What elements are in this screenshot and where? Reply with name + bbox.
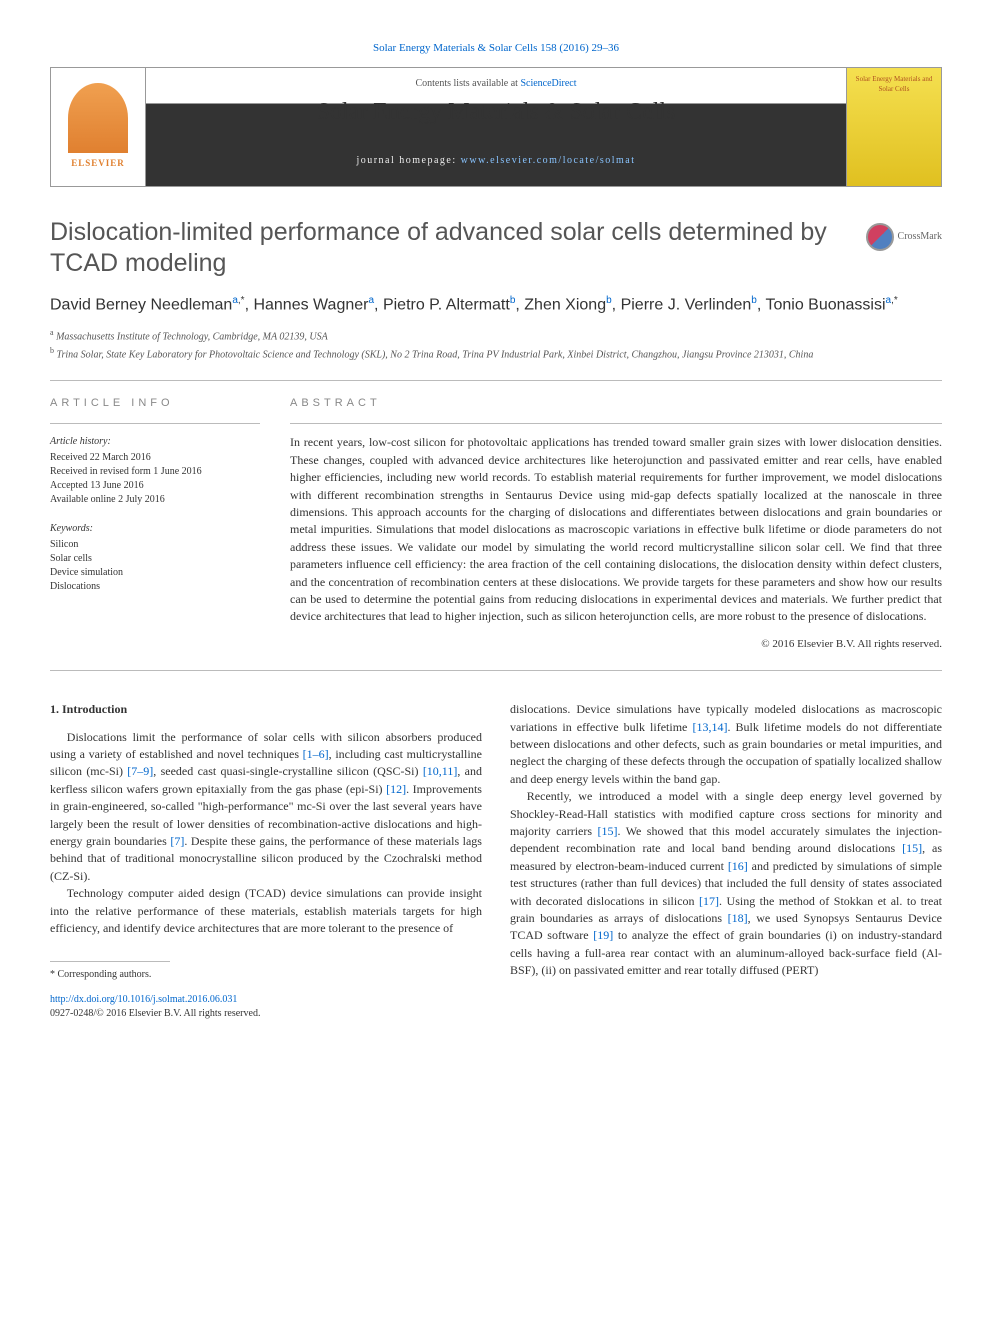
body-paragraph: dislocations. Device simulations have ty… xyxy=(510,701,942,788)
contents-text: Contents lists available at xyxy=(415,78,520,89)
author: Hannes Wagner xyxy=(253,296,368,313)
aff-text: Massachusetts Institute of Technology, C… xyxy=(56,332,328,343)
contents-line: Contents lists available at ScienceDirec… xyxy=(146,76,846,91)
author-aff: b xyxy=(751,295,757,306)
elsevier-label: ELSEVIER xyxy=(71,157,125,171)
citation-link[interactable]: [15] xyxy=(597,824,617,838)
sciencedirect-link[interactable]: ScienceDirect xyxy=(520,78,576,89)
cover-text: Solar Energy Materials and Solar Cells xyxy=(853,74,935,95)
keyword: Dislocations xyxy=(50,580,260,594)
aff-text: Trina Solar, State Key Laboratory for Ph… xyxy=(57,349,814,360)
footer: http://dx.doi.org/10.1016/j.solmat.2016.… xyxy=(50,993,482,1022)
keywords-heading: Keywords: xyxy=(50,521,260,536)
body-paragraph: Recently, we introduced a model with a s… xyxy=(510,788,942,979)
keyword: Device simulation xyxy=(50,566,260,580)
author-corr-star: ,* xyxy=(238,295,245,306)
journal-homepage-line: journal homepage: www.elsevier.com/locat… xyxy=(146,153,846,168)
author: Zhen Xiong xyxy=(524,296,606,313)
history-line: Accepted 13 June 2016 xyxy=(50,479,260,493)
affiliations: a Massachusetts Institute of Technology,… xyxy=(50,327,942,362)
citation-link[interactable]: [1–6] xyxy=(303,747,329,761)
aff-label: b xyxy=(50,346,54,355)
body-paragraph: Technology computer aided design (TCAD) … xyxy=(50,885,482,937)
citation-link[interactable]: [10,11] xyxy=(423,764,458,778)
crossmark-icon xyxy=(866,223,894,251)
citation-link[interactable]: [16] xyxy=(728,859,748,873)
author-aff: b xyxy=(510,295,516,306)
author: David Berney Needleman xyxy=(50,296,232,313)
homepage-label: journal homepage: xyxy=(356,155,460,166)
section-heading: 1. Introduction xyxy=(50,701,482,718)
article-history: Article history: Received 22 March 2016 … xyxy=(50,423,260,507)
footnote-rule xyxy=(50,961,170,962)
article-info-column: ARTICLE INFO Article history: Received 2… xyxy=(50,395,260,652)
body-paragraph: Dislocations limit the performance of so… xyxy=(50,729,482,886)
citation-link[interactable]: [7] xyxy=(170,834,184,848)
citation-link[interactable]: [15] xyxy=(902,841,922,855)
crossmark-label: CrossMark xyxy=(898,229,942,244)
affiliation: a Massachusetts Institute of Technology,… xyxy=(50,327,942,344)
citation-link[interactable]: [18] xyxy=(728,911,748,925)
history-line: Received 22 March 2016 xyxy=(50,451,260,465)
article-info-label: ARTICLE INFO xyxy=(50,395,260,412)
doi-link[interactable]: http://dx.doi.org/10.1016/j.solmat.2016.… xyxy=(50,994,237,1005)
history-heading: Article history: xyxy=(50,434,260,449)
corresponding-footnote: * Corresponding authors. xyxy=(50,968,482,983)
journal-title: Solar Energy Materials & Solar Cells xyxy=(146,94,846,130)
citation-link[interactable]: [17] xyxy=(699,894,719,908)
abstract-column: ABSTRACT In recent years, low-cost silic… xyxy=(290,395,942,652)
journal-header-banner: ELSEVIER Contents lists available at Sci… xyxy=(50,67,942,187)
affiliation: b Trina Solar, State Key Laboratory for … xyxy=(50,345,942,362)
author: Tonio Buonassisi xyxy=(765,296,885,313)
footnote-text: Corresponding authors. xyxy=(58,969,152,980)
issn-line: 0927-0248/© 2016 Elsevier B.V. All right… xyxy=(50,1008,260,1019)
elsevier-tree-icon xyxy=(68,83,128,153)
homepage-link[interactable]: www.elsevier.com/locate/solmat xyxy=(461,155,636,166)
citation-link[interactable]: [13,14] xyxy=(692,720,727,734)
history-line: Available online 2 July 2016 xyxy=(50,493,260,507)
keyword: Silicon xyxy=(50,538,260,552)
aff-label: a xyxy=(50,328,54,337)
journal-reference: Solar Energy Materials & Solar Cells 158… xyxy=(50,40,942,57)
abstract-label: ABSTRACT xyxy=(290,395,942,412)
body-text: 1. Introduction Dislocations limit the p… xyxy=(50,701,942,1022)
author: Pietro P. Altermatt xyxy=(383,296,510,313)
footnote-star: * xyxy=(50,969,55,980)
crossmark-badge[interactable]: CrossMark xyxy=(866,223,942,251)
history-line: Received in revised form 1 June 2016 xyxy=(50,465,260,479)
body-span: , seeded cast quasi-single-crystalline s… xyxy=(153,764,423,778)
abstract-copyright: © 2016 Elsevier B.V. All rights reserved… xyxy=(290,636,942,653)
abstract-text: In recent years, low-cost silicon for ph… xyxy=(290,423,942,625)
author-aff: a xyxy=(368,295,374,306)
article-title: Dislocation-limited performance of advan… xyxy=(50,217,866,280)
author-aff: b xyxy=(606,295,612,306)
author: Pierre J. Verlinden xyxy=(621,296,752,313)
authors-line: David Berney Needlemana,*, Hannes Wagner… xyxy=(50,293,942,317)
author-corr-star: ,* xyxy=(891,295,898,306)
keywords-block: Keywords: Silicon Solar cells Device sim… xyxy=(50,521,260,594)
journal-header-center: Contents lists available at ScienceDirec… xyxy=(146,68,846,186)
citation-link[interactable]: [12] xyxy=(386,782,406,796)
elsevier-logo: ELSEVIER xyxy=(51,68,146,186)
journal-cover-thumb: Solar Energy Materials and Solar Cells xyxy=(846,68,941,186)
keyword: Solar cells xyxy=(50,552,260,566)
citation-link[interactable]: [7–9] xyxy=(127,764,153,778)
citation-link[interactable]: [19] xyxy=(593,928,613,942)
